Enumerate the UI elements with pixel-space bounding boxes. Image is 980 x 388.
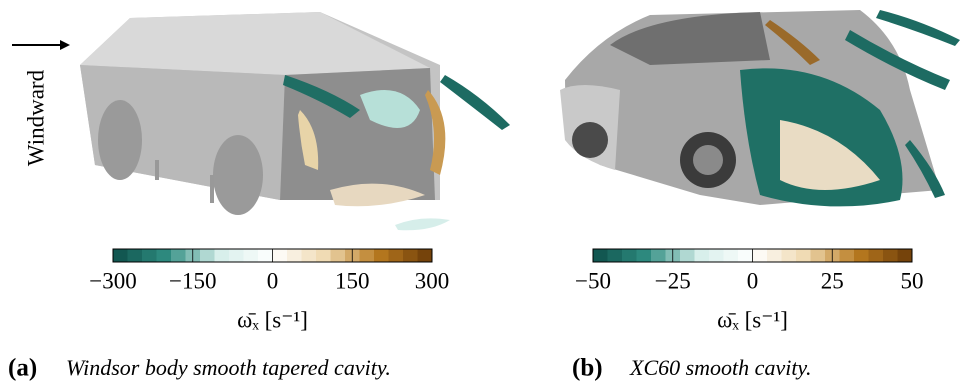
colorbar-tick-label: −50 bbox=[575, 268, 611, 293]
colorbar-segment bbox=[272, 249, 288, 262]
colorbar-segment bbox=[839, 249, 855, 262]
colorbar-segment bbox=[287, 249, 302, 262]
xc60-render bbox=[560, 10, 960, 207]
colorbar-segment bbox=[897, 249, 913, 262]
windsor-render bbox=[80, 12, 510, 231]
colorbar-segment bbox=[127, 249, 143, 262]
colorbar-segment bbox=[330, 249, 346, 262]
colorbar-segment bbox=[622, 249, 637, 262]
caption-tag: (a) bbox=[8, 355, 37, 382]
colorbar-segment bbox=[403, 249, 418, 262]
colorbar-segment bbox=[868, 249, 884, 262]
caption: Windsor body smooth tapered cavity. bbox=[66, 355, 391, 380]
colorbar-label: ω̄ₓ [s⁻¹] bbox=[717, 307, 788, 332]
colorbar-segment bbox=[694, 249, 710, 262]
colorbar-segment bbox=[593, 249, 608, 262]
colorbar-tick-label: −300 bbox=[89, 268, 136, 293]
colorbar-segment bbox=[709, 249, 724, 262]
colorbar-segment bbox=[417, 249, 433, 262]
colorbar-segment bbox=[301, 249, 317, 262]
colorbar-segment bbox=[796, 249, 811, 262]
wind-arrow-head bbox=[60, 40, 70, 50]
colorbar-segment bbox=[200, 249, 215, 262]
colorbar-segment bbox=[810, 249, 826, 262]
colorbar-segment bbox=[854, 249, 869, 262]
colorbar-tick-label: 300 bbox=[415, 268, 450, 293]
colorbar-segment bbox=[171, 249, 186, 262]
colorbar-segment bbox=[607, 249, 623, 262]
colorbar-segment bbox=[229, 249, 244, 262]
colorbar-segment bbox=[723, 249, 739, 262]
colorbar-segment bbox=[883, 249, 898, 262]
colorbar-label: ω̄ₓ [s⁻¹] bbox=[237, 307, 308, 332]
colorbar-tick-label: 25 bbox=[821, 268, 844, 293]
colorbar-tick-label: 0 bbox=[747, 268, 759, 293]
colorbar-tick-label: 150 bbox=[335, 268, 370, 293]
caption: XC60 smooth cavity. bbox=[629, 355, 811, 380]
colorbar-segment bbox=[113, 249, 128, 262]
colorbar-segment bbox=[651, 249, 666, 262]
colorbar-segment bbox=[359, 249, 375, 262]
colorbar-segment bbox=[767, 249, 782, 262]
colorbar-segment bbox=[752, 249, 768, 262]
windward-label: Windward bbox=[23, 69, 48, 166]
colorbar-tick-label: −150 bbox=[169, 268, 216, 293]
colorbar-segment bbox=[258, 249, 273, 262]
caption-tag: (b) bbox=[572, 355, 603, 382]
colorbar-segment bbox=[374, 249, 389, 262]
colorbar-segment bbox=[156, 249, 172, 262]
colorbar-segment bbox=[781, 249, 797, 262]
colorbar-segment bbox=[680, 249, 695, 262]
colorbar-segment bbox=[738, 249, 753, 262]
colorbar-segment bbox=[316, 249, 331, 262]
colorbar-segment bbox=[214, 249, 230, 262]
colorbar-tick-label: 0 bbox=[267, 268, 279, 293]
colorbar-segment bbox=[142, 249, 157, 262]
colorbar-segment bbox=[243, 249, 259, 262]
colorbar-tick-label: 50 bbox=[901, 268, 924, 293]
colorbar-segment bbox=[636, 249, 652, 262]
colorbar-tick-label: −25 bbox=[655, 268, 691, 293]
colorbar-segment bbox=[388, 249, 404, 262]
